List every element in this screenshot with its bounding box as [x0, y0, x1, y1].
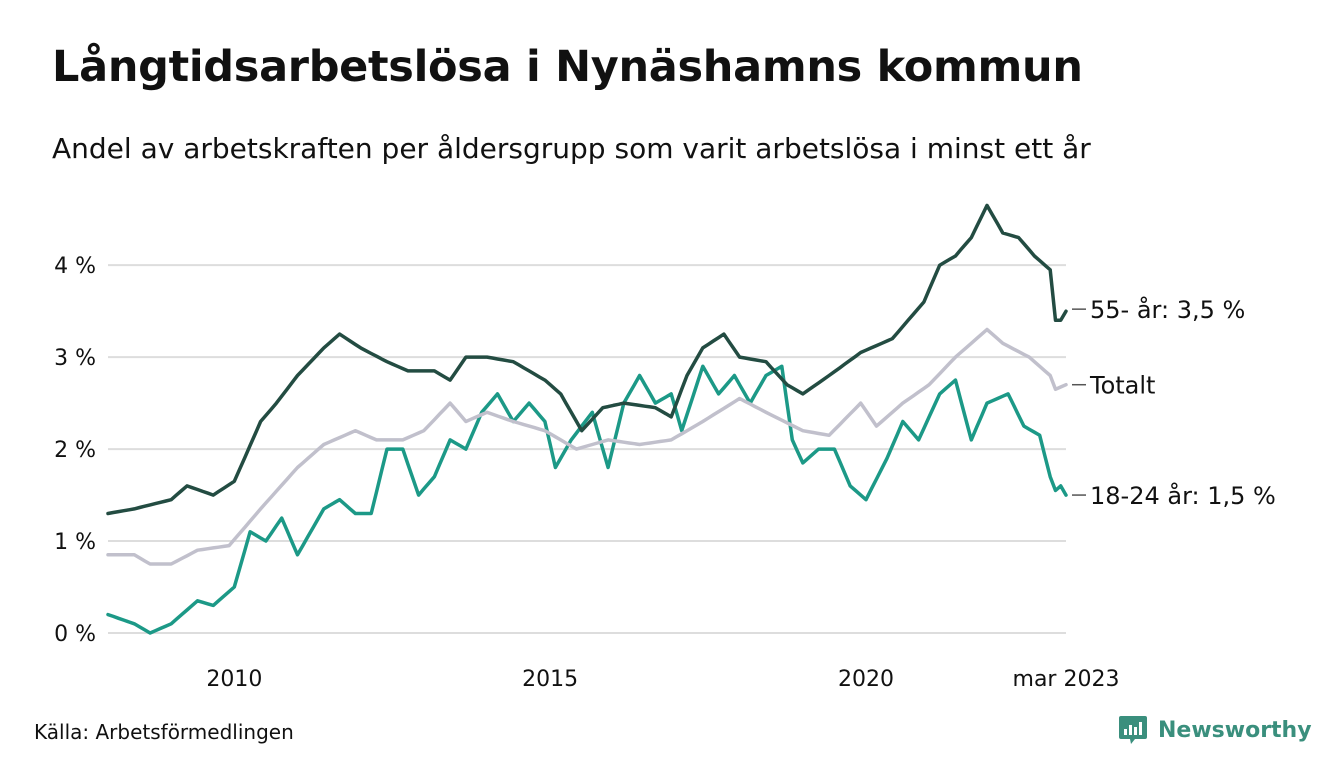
y-tick-label: 3 % — [54, 346, 96, 371]
y-tick-label: 2 % — [54, 438, 96, 463]
series-label-total: Totalt — [1089, 372, 1155, 400]
y-axis-ticks: 0 % 1 % 2 % 3 % 4 % — [54, 254, 96, 647]
x-tick-label: mar 2023 — [1013, 667, 1120, 692]
series-lines — [106, 203, 1068, 635]
source-note: Källa: Arbetsförmedlingen — [34, 720, 294, 744]
series-line-total — [106, 327, 1068, 566]
gridlines — [108, 264, 1066, 634]
chart-title: Långtidsarbetslösa i Nynäshamns kommun — [52, 42, 1083, 92]
brand-name: Newsworthy — [1158, 717, 1312, 743]
brand-logo: Newsworthy — [1118, 714, 1312, 746]
series-label-age1824: 18-24 år: 1,5 % — [1090, 481, 1276, 510]
y-tick-label: 1 % — [54, 530, 96, 555]
x-tick-label: 2015 — [522, 667, 578, 692]
chart-subtitle: Andel av arbetskraften per åldersgrupp s… — [52, 132, 1091, 165]
series-line-age1824 — [106, 364, 1068, 635]
series-labels: 18-24 år: 1,5 % Totalt 55- år: 3,5 % — [1072, 295, 1276, 510]
x-axis-ticks: 2010 2015 2020 mar 2023 — [206, 667, 1119, 692]
series-label-age55: 55- år: 3,5 % — [1090, 295, 1245, 324]
x-tick-label: 2020 — [838, 667, 894, 692]
y-tick-label: 0 % — [54, 622, 96, 647]
x-tick-label: 2010 — [206, 667, 262, 692]
newsworthy-logo-icon — [1119, 716, 1147, 744]
y-tick-label: 4 % — [54, 254, 96, 279]
series-line-age55 — [106, 203, 1068, 516]
